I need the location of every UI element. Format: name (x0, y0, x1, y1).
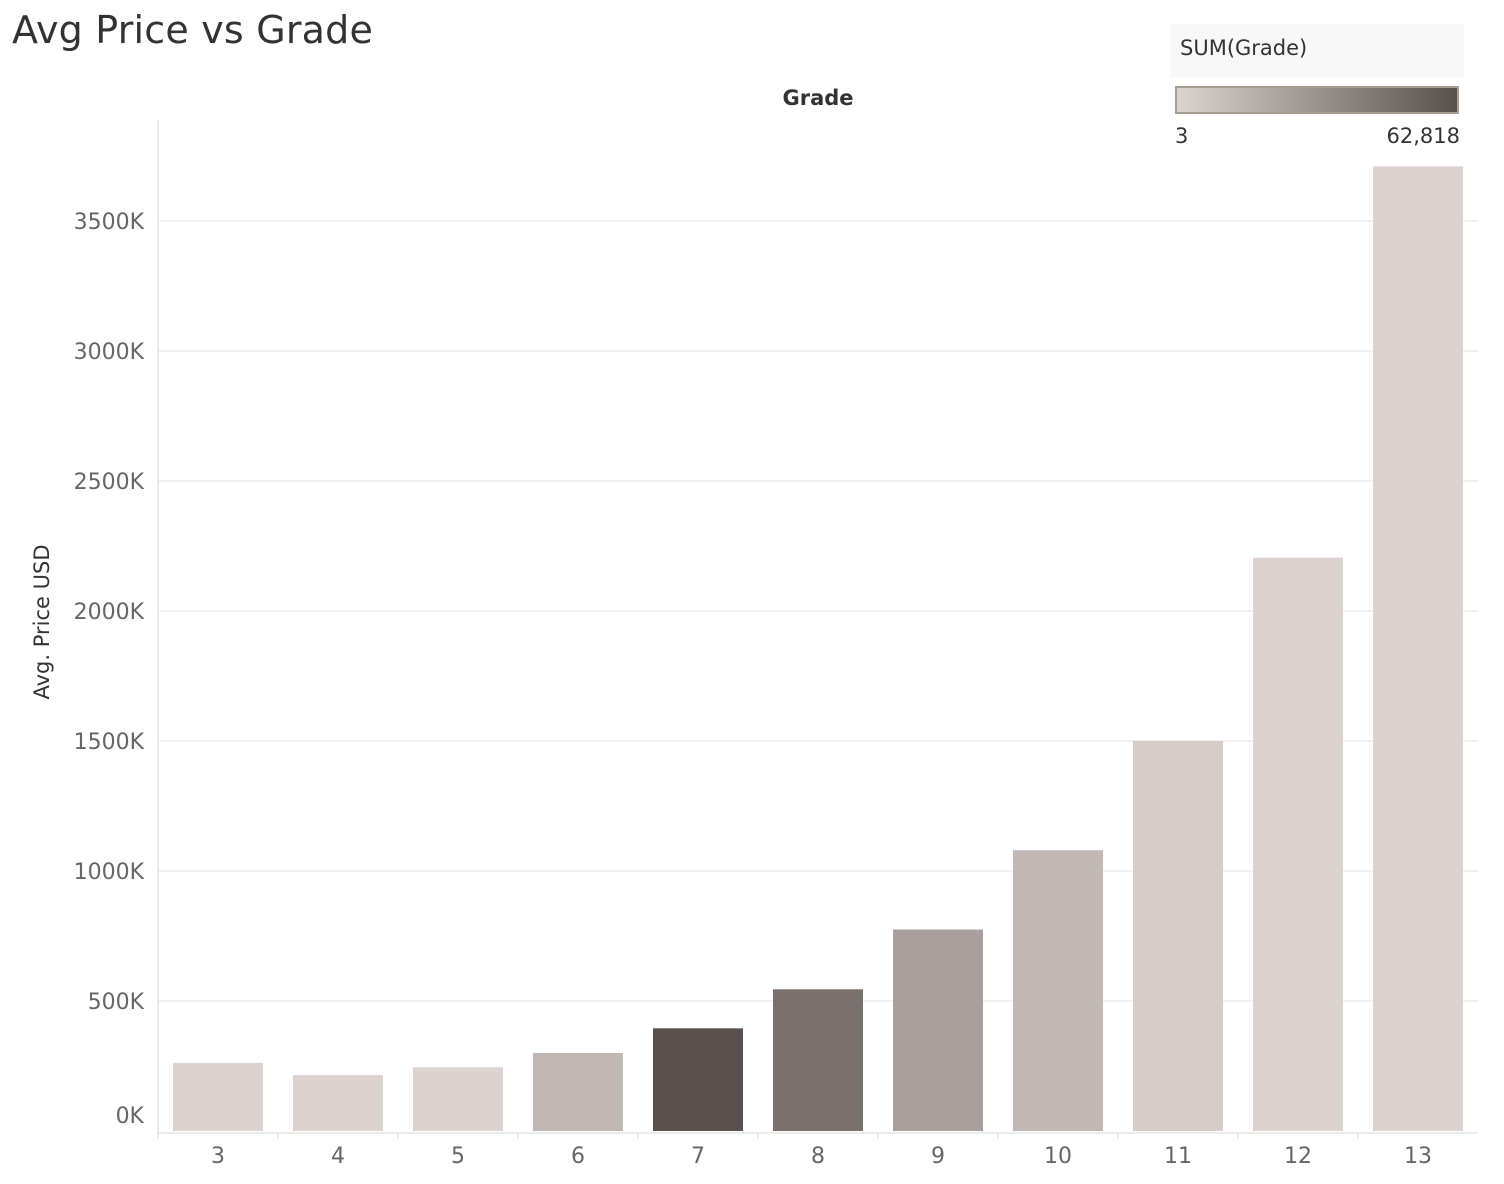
y-tick-label: 1000K (74, 860, 145, 885)
legend-max-label: 62,818 (1386, 124, 1460, 148)
x-tick-label: 4 (331, 1144, 345, 1169)
y-tick-label: 3500K (74, 210, 145, 235)
x-tick-label: 11 (1164, 1144, 1192, 1169)
y-tick-label: 0K (116, 1104, 145, 1129)
bar-grade-3 (173, 1062, 263, 1131)
x-tick-label: 10 (1044, 1144, 1072, 1169)
y-tick-label: 2000K (74, 600, 145, 625)
legend-min-label: 3 (1175, 124, 1189, 148)
bar-grade-13 (1373, 166, 1463, 1131)
y-tick-label: 3000K (74, 340, 145, 365)
x-tick-label: 12 (1284, 1144, 1312, 1169)
x-tick-label: 5 (451, 1144, 465, 1169)
y-tick-label: 1500K (74, 730, 145, 755)
bar-grade-7 (653, 1028, 743, 1131)
y-tick-label: 500K (88, 990, 145, 1015)
legend-title: SUM(Grade) (1180, 36, 1308, 60)
y-tick-label: 2500K (74, 470, 145, 495)
bar-grade-11 (1133, 741, 1223, 1131)
bar-grade-8 (773, 989, 863, 1131)
legend-color-ramp (1175, 86, 1459, 114)
x-tick-label: 13 (1404, 1144, 1432, 1169)
x-axis-title: Grade (782, 86, 854, 110)
bar-grade-6 (533, 1053, 623, 1131)
bar-grade-9 (893, 929, 983, 1131)
x-tick-label: 6 (571, 1144, 585, 1169)
color-legend: SUM(Grade) (1170, 24, 1464, 78)
bar-grade-12 (1253, 557, 1343, 1131)
x-tick-label: 9 (931, 1144, 945, 1169)
bar-grade-5 (413, 1067, 503, 1131)
bar-grade-4 (293, 1075, 383, 1131)
x-tick-label: 7 (691, 1144, 705, 1169)
bar-grade-10 (1013, 850, 1103, 1131)
x-tick-label: 3 (211, 1144, 225, 1169)
x-tick-label: 8 (811, 1144, 825, 1169)
chart-title: Avg Price vs Grade (12, 8, 374, 52)
